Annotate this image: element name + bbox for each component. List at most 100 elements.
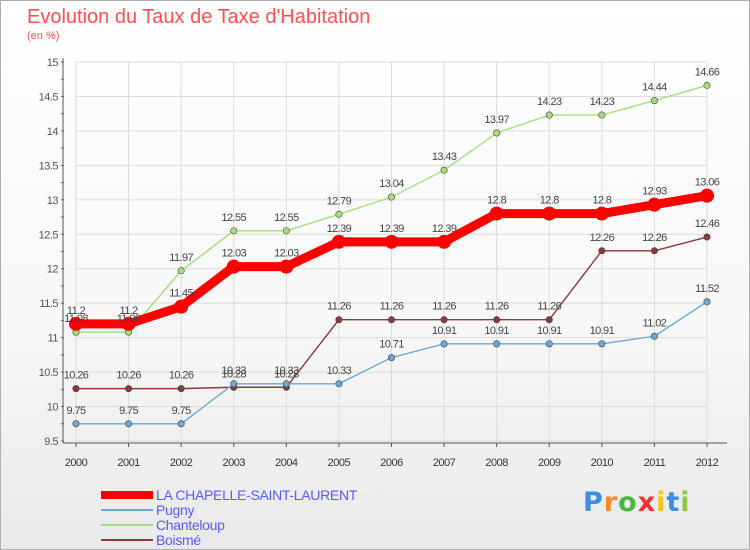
data-label: 12.79	[327, 195, 352, 207]
y-tick-label: 13.5	[39, 160, 59, 172]
x-tick-label: 2005	[328, 457, 351, 469]
data-point	[598, 247, 606, 255]
data-point	[650, 247, 658, 255]
data-point	[703, 81, 711, 89]
data-label: 12.26	[642, 232, 667, 244]
data-label: 12.55	[274, 212, 299, 224]
x-tick-label: 2011	[644, 457, 666, 469]
logo-letter: i	[656, 487, 667, 518]
data-label: 12.39	[327, 223, 352, 235]
data-point	[650, 332, 658, 340]
data-label: 11.26	[432, 301, 456, 313]
data-point	[493, 340, 501, 348]
x-tick-label: 2000	[65, 457, 88, 469]
data-point	[493, 316, 501, 324]
legend-label: LA CHAPELLE-SAINT-LAURENT	[156, 486, 358, 503]
data-point	[387, 193, 395, 201]
y-tick-label: 9.5	[44, 436, 58, 448]
legend-label: Boismé	[156, 531, 201, 548]
data-point	[598, 111, 606, 119]
data-label: 11.08	[117, 313, 141, 325]
legend-item-chanteloup: Chanteloup	[101, 517, 357, 533]
data-point	[282, 380, 290, 388]
data-point	[72, 385, 80, 393]
data-label: 12.39	[379, 223, 404, 235]
data-label: 9.75	[172, 405, 191, 417]
y-tick-label: 15	[47, 57, 59, 69]
data-point	[647, 197, 662, 212]
data-point	[545, 316, 553, 324]
data-label: 10.26	[169, 370, 194, 382]
data-point	[226, 259, 241, 274]
data-point	[703, 233, 711, 241]
y-tick-label: 13	[47, 195, 59, 207]
legend-label: Pugny	[156, 501, 195, 518]
x-tick-label: 2001	[117, 457, 140, 469]
logo-letter: o	[618, 487, 638, 518]
legend: LA CHAPELLE-SAINT-LAURENT Pugny Chantelo…	[101, 486, 358, 548]
data-label: 12.39	[432, 223, 457, 235]
data-label: 11.2	[119, 305, 138, 317]
data-point	[437, 234, 452, 249]
x-tick-label: 2008	[485, 457, 508, 469]
data-label: 13.43	[432, 151, 457, 163]
legend-item-pugny: Pugny	[101, 501, 357, 518]
y-tick-label: 10	[47, 402, 59, 414]
data-label: 10.33	[274, 365, 299, 377]
data-label: 12.46	[695, 218, 720, 230]
logo-letter: r	[603, 487, 619, 518]
data-point	[177, 385, 185, 393]
logo-letter: x	[637, 487, 657, 518]
data-label: 14.23	[537, 96, 562, 108]
data-label: 9.75	[119, 405, 138, 417]
data-label: 12.8	[487, 195, 506, 207]
data-point	[72, 420, 80, 428]
data-label: 10.33	[327, 365, 352, 377]
data-point	[125, 420, 133, 428]
data-point	[121, 316, 136, 331]
data-point	[335, 380, 343, 388]
data-point	[387, 316, 395, 324]
data-point	[440, 166, 448, 174]
y-tick-label: 12	[47, 264, 59, 276]
data-point	[331, 234, 346, 249]
data-label: 11.52	[695, 283, 719, 295]
data-label: 12.03	[274, 248, 299, 260]
data-point	[279, 259, 294, 274]
x-tick-label: 2002	[170, 457, 193, 469]
data-point	[598, 340, 606, 348]
data-label: 11.02	[643, 317, 667, 329]
data-label: 10.33	[221, 365, 246, 377]
data-label: 14.23	[590, 96, 615, 108]
data-point	[545, 111, 553, 119]
logo-letter: t	[666, 487, 681, 518]
legend-swatch	[101, 508, 153, 511]
legend-item-la-chapelle: LA CHAPELLE-SAINT-LAURENT	[101, 486, 358, 503]
data-point	[335, 210, 343, 218]
data-point	[703, 298, 711, 306]
legend-swatch	[101, 490, 153, 499]
data-point	[174, 299, 189, 314]
chart-title: Evolution du Taux de Taxe d'Habitation	[27, 6, 371, 28]
data-label: 12.03	[221, 248, 246, 260]
data-point	[440, 316, 448, 324]
data-label: 10.91	[590, 325, 615, 337]
x-tick-label: 2007	[433, 457, 456, 469]
data-point	[69, 316, 83, 331]
data-label: 11.97	[169, 252, 193, 264]
data-point	[384, 234, 399, 249]
data-label: 11.26	[485, 301, 509, 313]
data-label: 10.91	[484, 325, 509, 337]
data-point	[230, 227, 238, 235]
y-tick-label: 14.5	[39, 91, 59, 103]
data-label: 11.26	[537, 301, 561, 313]
chart-subtitle: (en %)	[27, 30, 60, 42]
data-label: 11.26	[327, 301, 351, 313]
data-label: 12.26	[590, 232, 615, 244]
logo-letter: P	[583, 487, 604, 518]
data-point	[542, 206, 557, 221]
data-label: 10.28	[274, 368, 299, 380]
data-point	[594, 206, 609, 221]
